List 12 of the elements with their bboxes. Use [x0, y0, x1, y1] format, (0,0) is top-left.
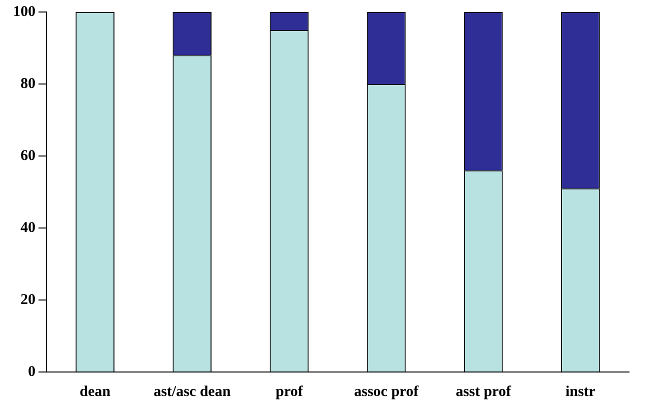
- y-tick-label: 80: [20, 76, 36, 92]
- y-tick-label: 60: [20, 148, 36, 164]
- y-tick-label: 0: [28, 364, 36, 380]
- x-tick-label: assoc prof: [354, 384, 420, 400]
- x-tick-label: dean: [80, 384, 112, 400]
- x-tick-label: prof: [276, 384, 304, 400]
- y-tick-label: 100: [13, 4, 36, 20]
- x-tick-label: ast/asc dean: [154, 384, 232, 400]
- y-tick-label: 20: [20, 292, 36, 308]
- x-tick-label: instr: [565, 384, 596, 400]
- x-tick-label: asst prof: [456, 384, 512, 400]
- y-tick-label: 40: [20, 220, 36, 236]
